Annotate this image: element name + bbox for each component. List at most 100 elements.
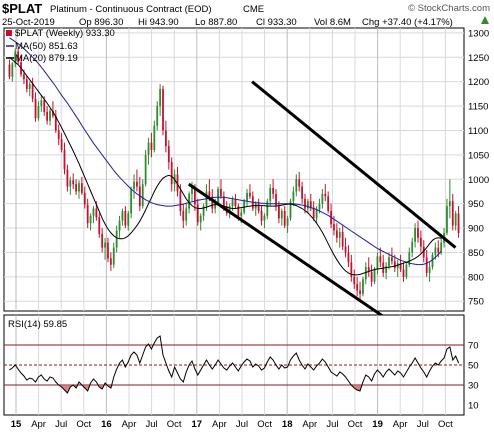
rsi-oversold-area xyxy=(64,385,68,393)
price-y-tick-label: 800 xyxy=(468,272,484,283)
candle-body xyxy=(83,192,86,205)
price-y-tick-label: 1100 xyxy=(468,126,488,137)
candle-body xyxy=(391,257,393,262)
candle-body xyxy=(440,242,443,253)
candle-body xyxy=(92,208,95,216)
rsi-x-tick-label: Oct xyxy=(438,419,453,430)
rsi-y-tick-label: 10 xyxy=(468,401,479,412)
rsi-x-tick-label: Oct xyxy=(76,419,91,430)
rsi-x-tick-label: 18 xyxy=(282,419,293,430)
candle-body xyxy=(179,191,182,211)
candle-body xyxy=(28,84,31,89)
candle-body xyxy=(147,142,150,155)
candle-body xyxy=(234,199,237,207)
candle-body xyxy=(454,213,457,226)
candle-body xyxy=(370,271,373,282)
candle-body xyxy=(446,206,448,233)
price-grid xyxy=(4,28,464,311)
candle-body xyxy=(66,169,69,187)
candle-body xyxy=(379,256,382,263)
price-y-tick-label: 1200 xyxy=(468,77,489,88)
candle-body xyxy=(127,213,130,226)
candle-body xyxy=(275,193,277,207)
rsi-x-tick-label: Apr xyxy=(393,419,408,430)
rsi-x-tick-label: Oct xyxy=(348,419,363,430)
candle-body xyxy=(338,231,341,238)
candle-body xyxy=(344,246,347,253)
candle-body xyxy=(101,233,104,248)
candle-body xyxy=(214,202,217,209)
candle-body xyxy=(399,263,402,270)
candle-body xyxy=(301,186,303,199)
candle-body xyxy=(11,63,14,77)
candle-body xyxy=(95,208,98,218)
instrument-name: Platinum - Continuous Contract (EOD) xyxy=(50,4,212,15)
rsi-x-tick-label: Jul xyxy=(326,419,338,430)
candle-body xyxy=(46,111,49,121)
price-legend-swatch xyxy=(6,30,12,36)
candle-body xyxy=(109,258,112,265)
candle-body xyxy=(278,206,280,219)
candle-body xyxy=(414,228,416,242)
candle-body xyxy=(431,254,434,268)
candle-body xyxy=(327,196,330,211)
rsi-x-tick-label: Jul xyxy=(55,419,67,430)
rsi-oversold-area xyxy=(357,385,360,391)
candle-body xyxy=(419,237,422,247)
candle-body xyxy=(185,208,188,221)
candle-body xyxy=(231,199,234,207)
candle-body xyxy=(199,215,202,223)
candle-body xyxy=(130,189,133,214)
quote-open: Op 896.30 xyxy=(79,17,123,28)
candle-body xyxy=(367,267,370,272)
candle-body xyxy=(402,269,405,277)
quote-date: 25-Oct-2019 xyxy=(2,17,55,28)
candle-body xyxy=(257,203,260,211)
price-y-tick-label: 950 xyxy=(468,199,484,210)
candle-body xyxy=(388,257,390,267)
rsi-oversold-area xyxy=(360,385,363,391)
candle-body xyxy=(40,100,43,107)
candle-body xyxy=(286,218,289,226)
candle-body xyxy=(75,184,77,192)
ma20-legend-label: MA(20) 879.19 xyxy=(15,53,78,64)
rsi-oversold-area xyxy=(354,385,358,390)
candle-body xyxy=(167,146,170,163)
rsi-x-tick-label: Jul xyxy=(236,419,248,430)
quote-close: Cl 933.30 xyxy=(256,17,297,28)
candle-body xyxy=(176,174,179,192)
candle-body xyxy=(283,210,286,226)
rsi-y-tick-label: 70 xyxy=(468,341,479,352)
candle-body xyxy=(133,181,135,190)
candle-body xyxy=(104,242,106,248)
candle-body xyxy=(269,188,272,202)
candle-body xyxy=(86,204,89,224)
candle-body xyxy=(405,264,408,277)
price-y-tick-label: 900 xyxy=(468,224,484,235)
candle-body xyxy=(333,224,335,231)
candle-body xyxy=(260,210,263,221)
candle-body xyxy=(14,51,17,64)
candle-body xyxy=(451,201,454,226)
price-y-tick-label: 1300 xyxy=(468,28,489,39)
candle-body xyxy=(382,262,385,273)
price-y-tick-label: 1000 xyxy=(468,175,489,186)
rsi-x-axis: 15 Apr Jul Oct 16 Apr Jul Oct 17 Apr Jul Oct 18 Apr Ju… xyxy=(11,419,453,430)
candle-body xyxy=(240,212,243,216)
candle-body xyxy=(295,179,298,192)
candle-body xyxy=(359,290,361,294)
candle-body xyxy=(318,203,321,210)
candle-body xyxy=(298,179,301,187)
candle-body xyxy=(112,247,115,265)
candle-body xyxy=(437,247,440,253)
candle-body xyxy=(89,215,92,224)
candle-body xyxy=(202,206,205,216)
quote-change: Chg +37.40 (+4.17%) xyxy=(362,17,453,28)
ma50-legend-label: MA(50) 851.63 xyxy=(15,41,78,52)
candle-body xyxy=(448,201,451,207)
candle-body xyxy=(362,279,364,294)
rsi-line xyxy=(9,335,460,394)
candle-body xyxy=(23,74,25,80)
candle-body xyxy=(208,191,211,197)
quote-low: Lo 887.80 xyxy=(195,17,237,28)
